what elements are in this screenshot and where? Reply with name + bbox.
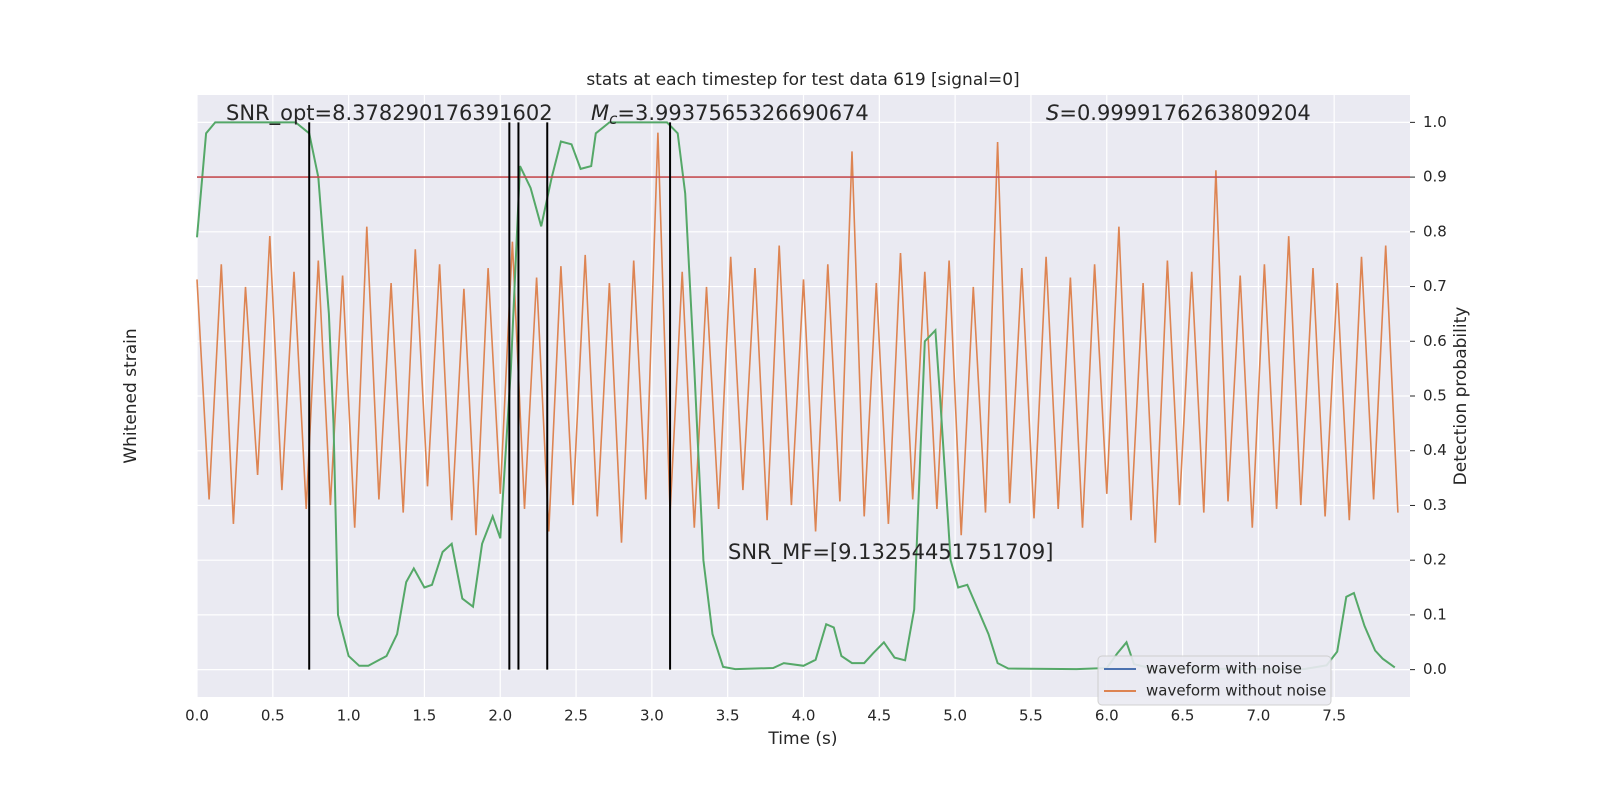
annotation-symbol: S [1046, 101, 1059, 125]
y2-tick-label: 1.0 [1423, 113, 1447, 131]
y2-tick-label: 0.5 [1423, 387, 1447, 405]
x-tick-label: 6.0 [1095, 707, 1119, 725]
legend-box [1097, 655, 1332, 706]
annotation-text: =0.9999176263809204 [1059, 101, 1310, 125]
x-tick-label: 7.5 [1322, 707, 1346, 725]
x-tick-label: 0.0 [185, 707, 209, 725]
x-tick-label: 6.5 [1171, 707, 1195, 725]
annotation-text: SNR_MF=[9.13254451751709] [728, 540, 1053, 565]
annotation: S=0.9999176263809204 [1046, 101, 1311, 125]
x-tick-label: 1.0 [337, 707, 361, 725]
x-tick-label: 7.0 [1246, 707, 1270, 725]
y2-axis-label: Detection probability [1451, 307, 1471, 486]
legend-label: waveform without noise [1146, 682, 1326, 700]
x-tick-label: 4.5 [867, 707, 891, 725]
annotation-text: =3.9937565326690674 [617, 101, 868, 125]
x-tick-label: 3.0 [640, 707, 664, 725]
annotation: SNR_MF=[9.13254451751709] [728, 540, 1053, 565]
x-axis-label: Time (s) [767, 729, 837, 749]
x-tick-label: 0.5 [261, 707, 285, 725]
y2-tick-label: 0.1 [1423, 605, 1447, 623]
x-tick-label: 2.5 [564, 707, 588, 725]
x-tick-label: 3.5 [716, 707, 740, 725]
x-tick-label: 2.0 [488, 707, 512, 725]
x-tick-label: 4.0 [792, 707, 816, 725]
y2-tick-label: 0.6 [1423, 332, 1447, 350]
chart-title: stats at each timestep for test data 619… [586, 70, 1019, 90]
y2-tick-label: 0.9 [1423, 168, 1447, 186]
y2-tick-label: 0.2 [1423, 551, 1447, 569]
annotation-text: SNR_opt=8.378290176391602 [226, 101, 553, 126]
y2-tick-label: 0.4 [1423, 441, 1447, 459]
annotation: Mc=3.9937565326690674 [591, 101, 869, 128]
legend-label: waveform with noise [1146, 660, 1302, 678]
annotation: SNR_opt=8.378290176391602 [226, 101, 553, 126]
series-line [196, 132, 1399, 543]
y2-tick-label: 0.3 [1423, 496, 1447, 514]
annotation-subscript: c [609, 110, 618, 128]
y2-tick-label: 0.7 [1423, 277, 1447, 295]
annotation-symbol: M [591, 101, 609, 125]
y2-tick-label: 0.8 [1423, 222, 1447, 240]
x-tick-label: 5.0 [943, 707, 967, 725]
series-line [196, 121, 1396, 671]
x-tick-label: 5.5 [1019, 707, 1043, 725]
y2-tick-label: 0.0 [1423, 660, 1447, 678]
x-tick-label: 1.5 [413, 707, 437, 725]
y-axis-label: Whitened strain [121, 328, 141, 463]
